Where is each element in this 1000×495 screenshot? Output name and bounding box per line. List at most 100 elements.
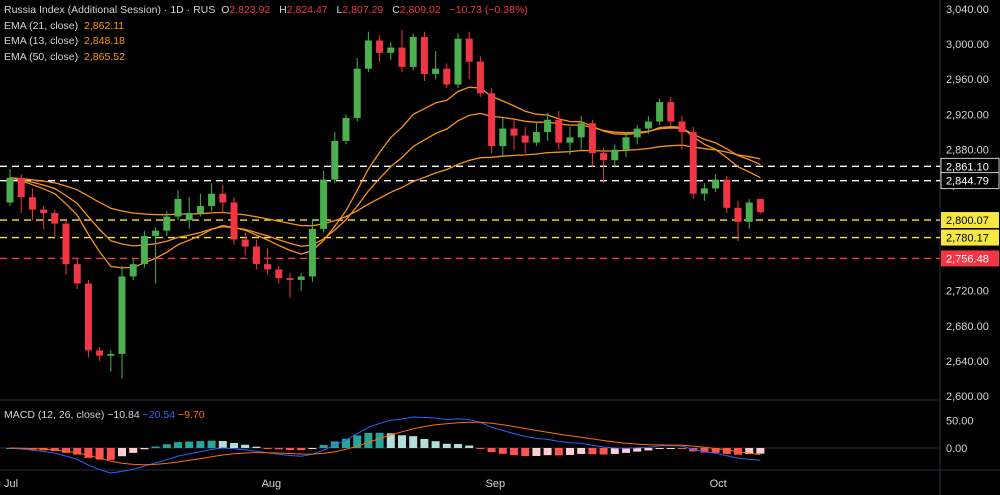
- macd-histogram-bar: [431, 441, 440, 448]
- candle-body[interactable]: [555, 119, 563, 143]
- candle-body[interactable]: [6, 177, 14, 203]
- candle-body[interactable]: [308, 228, 316, 277]
- candle-body[interactable]: [588, 123, 596, 154]
- candle-body[interactable]: [656, 102, 664, 122]
- candle-body[interactable]: [432, 68, 440, 74]
- macd-histogram-bar: [62, 448, 70, 453]
- candle-body[interactable]: [297, 276, 305, 280]
- macd-tick-label: 0.00: [946, 443, 967, 455]
- chart-legend: Russia Index (Additional Session) · 1D ·…: [4, 3, 531, 65]
- candle-body[interactable]: [163, 216, 171, 231]
- candle-body[interactable]: [521, 135, 529, 143]
- candle-body[interactable]: [230, 202, 238, 240]
- candle-body[interactable]: [409, 36, 417, 67]
- candle-body[interactable]: [756, 199, 764, 213]
- indicator-ema21[interactable]: EMA (21, close) 2,862.11: [4, 19, 531, 35]
- candle-body[interactable]: [264, 264, 272, 270]
- macd-histogram-bar: [666, 448, 675, 449]
- candle-body[interactable]: [566, 137, 574, 143]
- macd-histogram-bar: [543, 448, 552, 456]
- indicator-label: EMA (50, close): [4, 50, 79, 63]
- high-label: H: [279, 4, 287, 16]
- candle-body[interactable]: [678, 121, 686, 133]
- candle-body[interactable]: [465, 38, 473, 62]
- macd-label: MACD (12, 26, close): [4, 409, 105, 421]
- candle-body[interactable]: [398, 47, 406, 67]
- macd-histogram-bar: [274, 448, 283, 450]
- candle-body[interactable]: [185, 213, 193, 221]
- candle-body[interactable]: [667, 102, 675, 122]
- candle-body[interactable]: [734, 207, 742, 222]
- candle-body[interactable]: [62, 223, 70, 265]
- candle-body[interactable]: [196, 206, 204, 214]
- candle-body[interactable]: [364, 40, 372, 69]
- candle-body[interactable]: [476, 61, 484, 94]
- macd-histogram-bar: [454, 444, 462, 448]
- macd-value: −10.84: [107, 409, 140, 421]
- candle-body[interactable]: [17, 177, 25, 198]
- candle-body[interactable]: [96, 350, 104, 356]
- candle-body[interactable]: [118, 276, 126, 354]
- candle-body[interactable]: [275, 269, 283, 279]
- macd-histogram-bar: [498, 448, 507, 454]
- candle-body[interactable]: [219, 193, 227, 203]
- price-tick-label: 2,640.00: [946, 356, 989, 368]
- candle-body[interactable]: [129, 264, 137, 277]
- close-value: 2,809.02: [399, 4, 441, 16]
- candle-body[interactable]: [544, 119, 552, 133]
- candle-body[interactable]: [208, 193, 216, 207]
- candle-body[interactable]: [723, 179, 731, 208]
- candle-body[interactable]: [633, 128, 641, 138]
- candle-body[interactable]: [532, 132, 540, 143]
- candle-body[interactable]: [174, 198, 182, 217]
- candle-body[interactable]: [700, 188, 708, 194]
- signal-line: [9, 421, 761, 466]
- candle-body[interactable]: [622, 137, 630, 150]
- candle-body[interactable]: [387, 47, 395, 53]
- macd-legend[interactable]: MACD (12, 26, close) −10.84 −20.54 −9.70: [4, 409, 205, 421]
- level-price-label: 2,780.17: [946, 233, 989, 245]
- candle-body[interactable]: [745, 202, 753, 222]
- candle-body[interactable]: [689, 132, 697, 194]
- macd-histogram-bar: [140, 448, 149, 450]
- macd-histogram-bar: [353, 435, 362, 448]
- candle-body[interactable]: [510, 128, 518, 136]
- candle-body[interactable]: [600, 153, 608, 161]
- candle-body[interactable]: [577, 123, 585, 138]
- candle-body[interactable]: [376, 40, 384, 53]
- candle-body[interactable]: [353, 68, 361, 118]
- price-tick-label: 2,680.00: [946, 321, 989, 333]
- candle-body[interactable]: [84, 283, 92, 351]
- candle-body[interactable]: [252, 246, 260, 265]
- candle-body[interactable]: [152, 230, 160, 236]
- candle-body[interactable]: [40, 209, 48, 214]
- macd-histogram-bar: [106, 448, 115, 460]
- candle-body[interactable]: [443, 68, 451, 85]
- indicator-ema13[interactable]: EMA (13, close) 2,848.18: [4, 34, 531, 50]
- candle-body[interactable]: [499, 128, 507, 147]
- candle-body[interactable]: [28, 197, 36, 210]
- change-value: −10.73 (−0.38%): [449, 4, 528, 16]
- candle-body[interactable]: [420, 36, 428, 74]
- candle-body[interactable]: [712, 179, 720, 189]
- candle-body[interactable]: [320, 179, 328, 229]
- ema-21-line: [9, 112, 761, 248]
- candle-body[interactable]: [241, 239, 249, 247]
- candle-body[interactable]: [107, 353, 115, 356]
- candle-body[interactable]: [342, 117, 350, 141]
- candle-body[interactable]: [140, 235, 148, 265]
- macd-histogram-bar: [756, 448, 765, 454]
- candle-body[interactable]: [73, 264, 81, 284]
- time-tick-label: Oct: [710, 478, 727, 490]
- candle-body[interactable]: [611, 149, 619, 161]
- candle-body[interactable]: [286, 278, 294, 280]
- candle-body[interactable]: [454, 38, 462, 85]
- candle-body[interactable]: [644, 121, 652, 129]
- candle-body[interactable]: [331, 140, 339, 180]
- macd-histogram-bar: [566, 448, 574, 455]
- indicator-ema50[interactable]: EMA (50, close) 2,865.52: [4, 50, 531, 66]
- candle-body[interactable]: [488, 93, 496, 147]
- low-label: L: [336, 4, 343, 16]
- candle-body[interactable]: [51, 213, 59, 224]
